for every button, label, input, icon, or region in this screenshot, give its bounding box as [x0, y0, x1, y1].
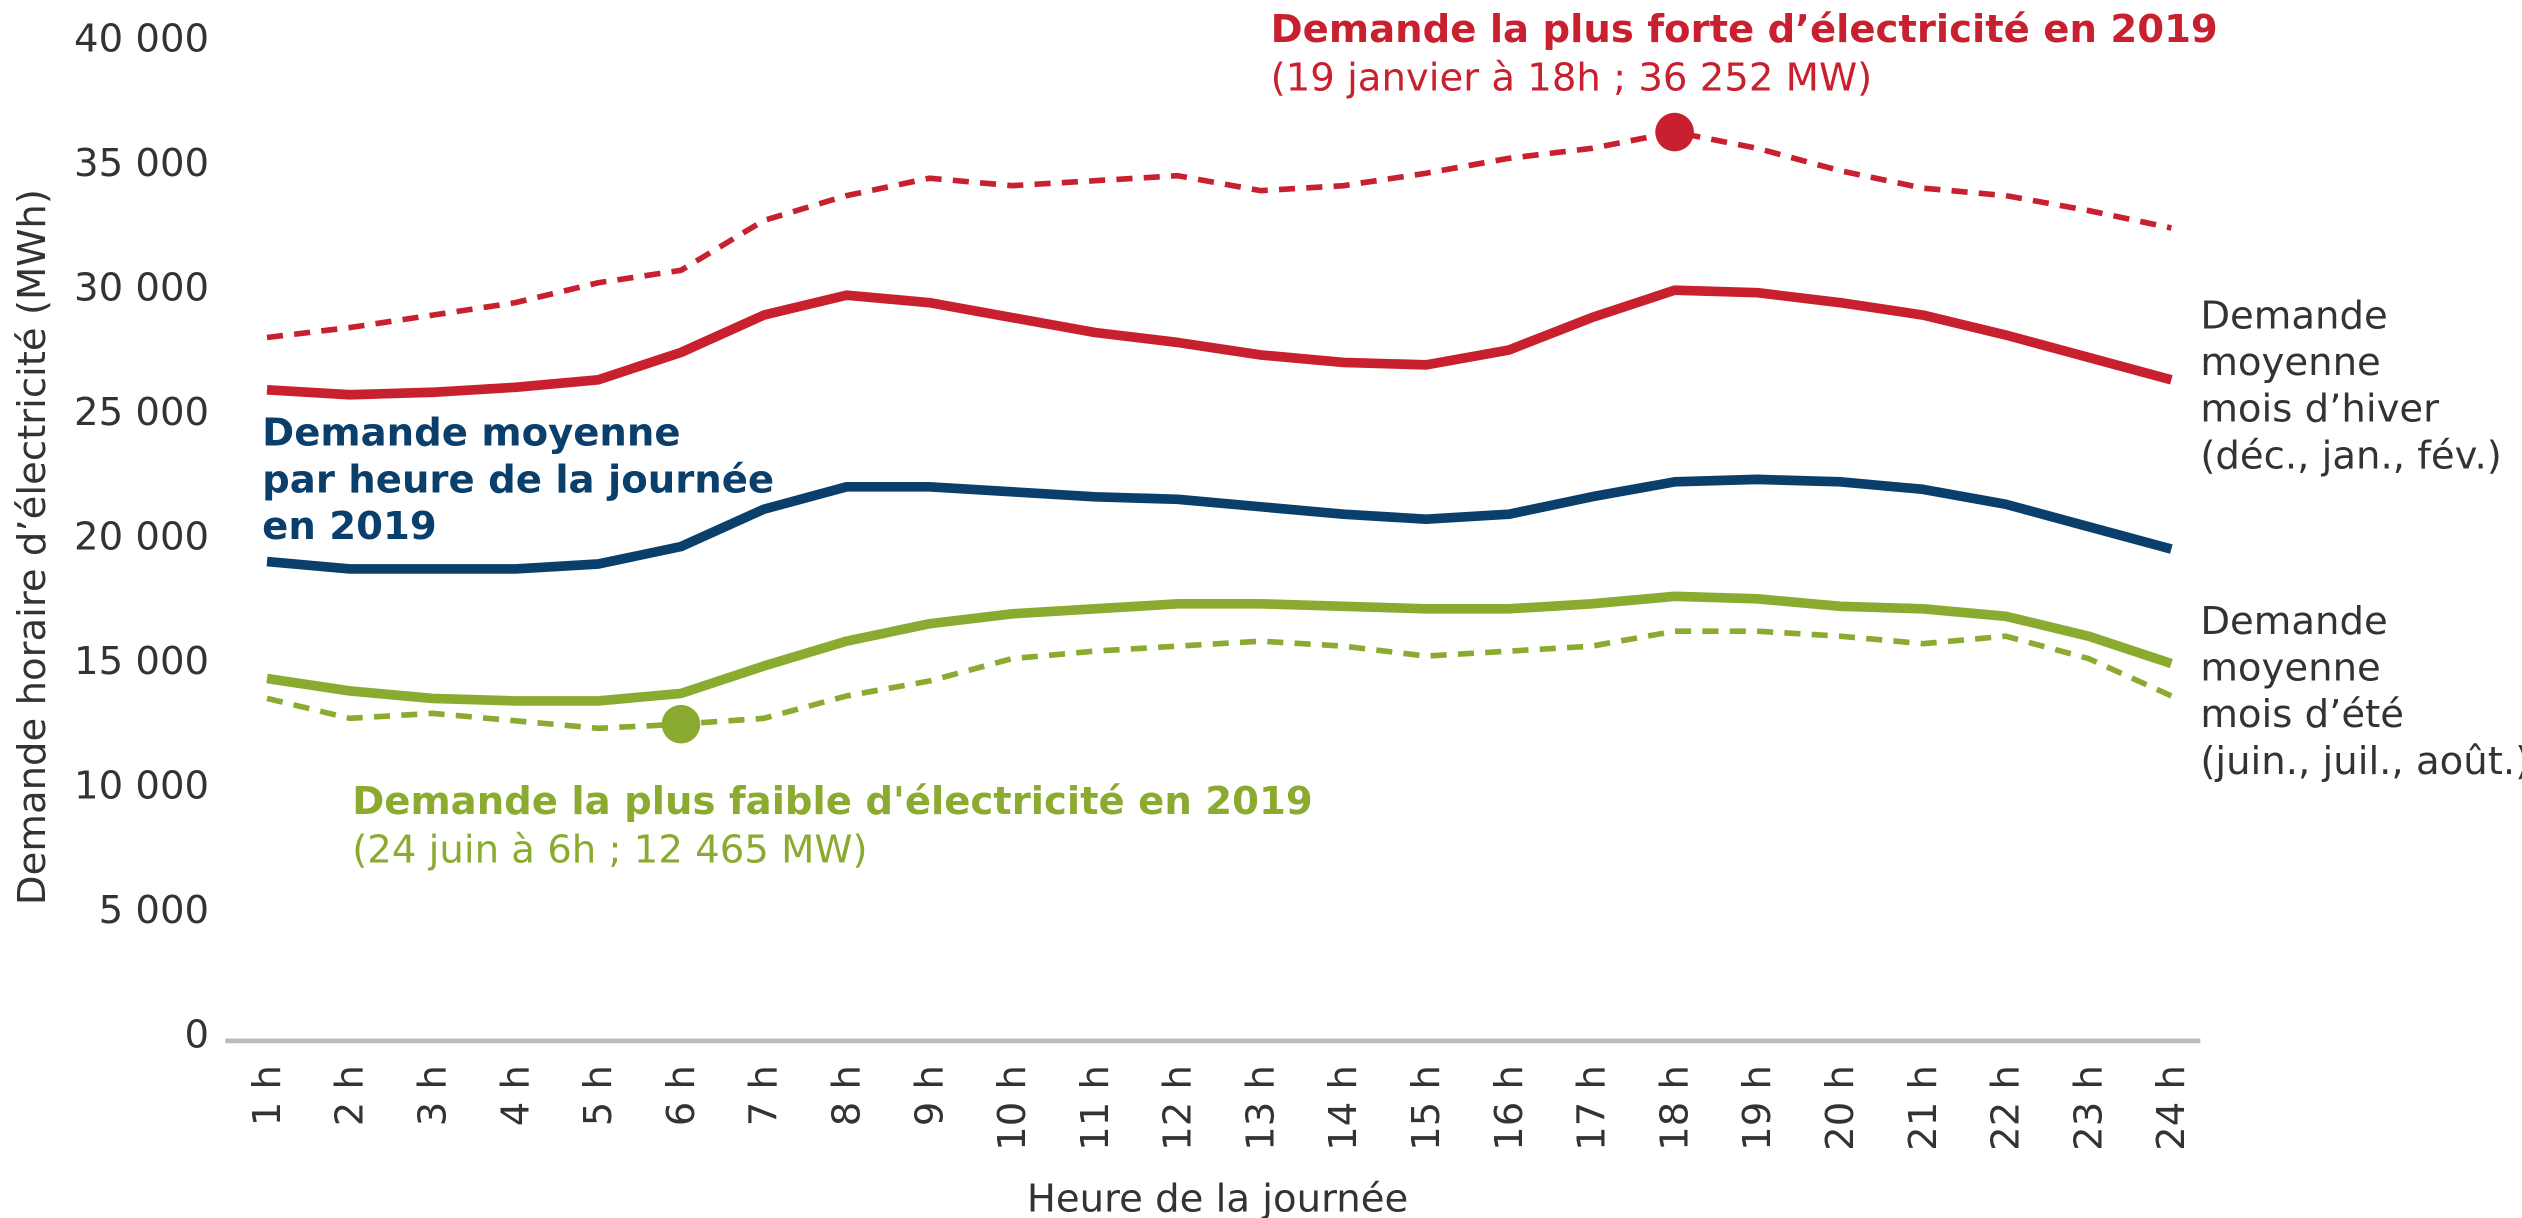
annotation: moyenne	[2200, 340, 2380, 385]
y-tick-label: 35 000	[74, 141, 209, 186]
x-tick-label: 13 h	[1238, 1065, 1283, 1151]
x-tick-label: 19 h	[1735, 1065, 1780, 1151]
y-tick-label: 30 000	[74, 266, 209, 311]
y-tick-label: 10 000	[74, 763, 209, 808]
x-tick-label: 12 h	[1156, 1065, 1201, 1151]
x-tick-label: 8 h	[824, 1065, 869, 1126]
y-tick-label: 40 000	[74, 17, 209, 62]
annotation: (24 juin à 6h ; 12 465 MW)	[352, 827, 867, 872]
y-tick-label: 20 000	[74, 514, 209, 559]
y-tick-label: 25 000	[74, 390, 209, 435]
annotation: Demande la plus faible d'électricité en …	[352, 779, 1312, 824]
x-tick-label: 18 h	[1652, 1065, 1697, 1151]
annotation: Demande	[2200, 599, 2387, 644]
x-tick-label: 14 h	[1321, 1065, 1366, 1151]
annotation: Demande moyenne	[262, 411, 680, 456]
x-tick-label: 6 h	[659, 1065, 704, 1126]
annotation: en 2019	[262, 504, 437, 549]
annotation: par heure de la journée	[262, 457, 774, 502]
y-tick-label: 5 000	[99, 888, 210, 933]
annotation: Demande	[2200, 293, 2387, 338]
x-tick-label: 2 h	[328, 1065, 373, 1126]
annotation: moyenne	[2200, 646, 2380, 691]
highlight-point	[1655, 112, 1694, 152]
x-tick-label: 16 h	[1487, 1065, 1532, 1151]
x-tick-label: 17 h	[1570, 1065, 1615, 1151]
annotation: Demande la plus forte d’électricité en 2…	[1271, 7, 2218, 52]
series-line	[266, 129, 2172, 341]
y-axis-title: Demande horaire d’électricité (MWh)	[10, 189, 55, 905]
y-tick-label: 15 000	[74, 639, 209, 684]
x-tick-label: 24 h	[2149, 1065, 2194, 1151]
x-tick-label: 22 h	[1984, 1065, 2029, 1151]
highlight-point	[661, 704, 701, 744]
x-tick-label: 7 h	[742, 1065, 787, 1126]
series-line	[266, 285, 2173, 400]
x-tick-label: 21 h	[1901, 1065, 1946, 1151]
x-tick-label: 11 h	[1073, 1065, 1118, 1151]
x-tick-label: 5 h	[576, 1065, 621, 1126]
series-line	[266, 591, 2173, 706]
x-tick-label: 4 h	[493, 1065, 538, 1126]
x-tick-label: 15 h	[1404, 1065, 1449, 1151]
x-tick-label: 20 h	[1818, 1065, 1863, 1151]
annotation: (19 janvier à 18h ; 36 252 MW)	[1271, 55, 1873, 100]
annotation: (juin., juil., août.)	[2200, 739, 2522, 784]
series-line	[266, 474, 2173, 574]
annotation: mois d’été	[2200, 692, 2404, 737]
x-tick-label: 3 h	[410, 1065, 455, 1126]
x-tick-label: 23 h	[2066, 1065, 2111, 1151]
annotation: mois d’hiver	[2200, 387, 2439, 432]
x-tick-label: 10 h	[990, 1065, 1035, 1151]
y-tick-label: 0	[185, 1012, 210, 1057]
series-line	[266, 628, 2173, 732]
annotation: (déc., jan., fév.)	[2200, 433, 2501, 478]
x-axis-title: Heure de la journée	[1027, 1176, 1408, 1218]
x-tick-label: 1 h	[245, 1065, 290, 1126]
x-tick-label: 9 h	[907, 1065, 952, 1126]
